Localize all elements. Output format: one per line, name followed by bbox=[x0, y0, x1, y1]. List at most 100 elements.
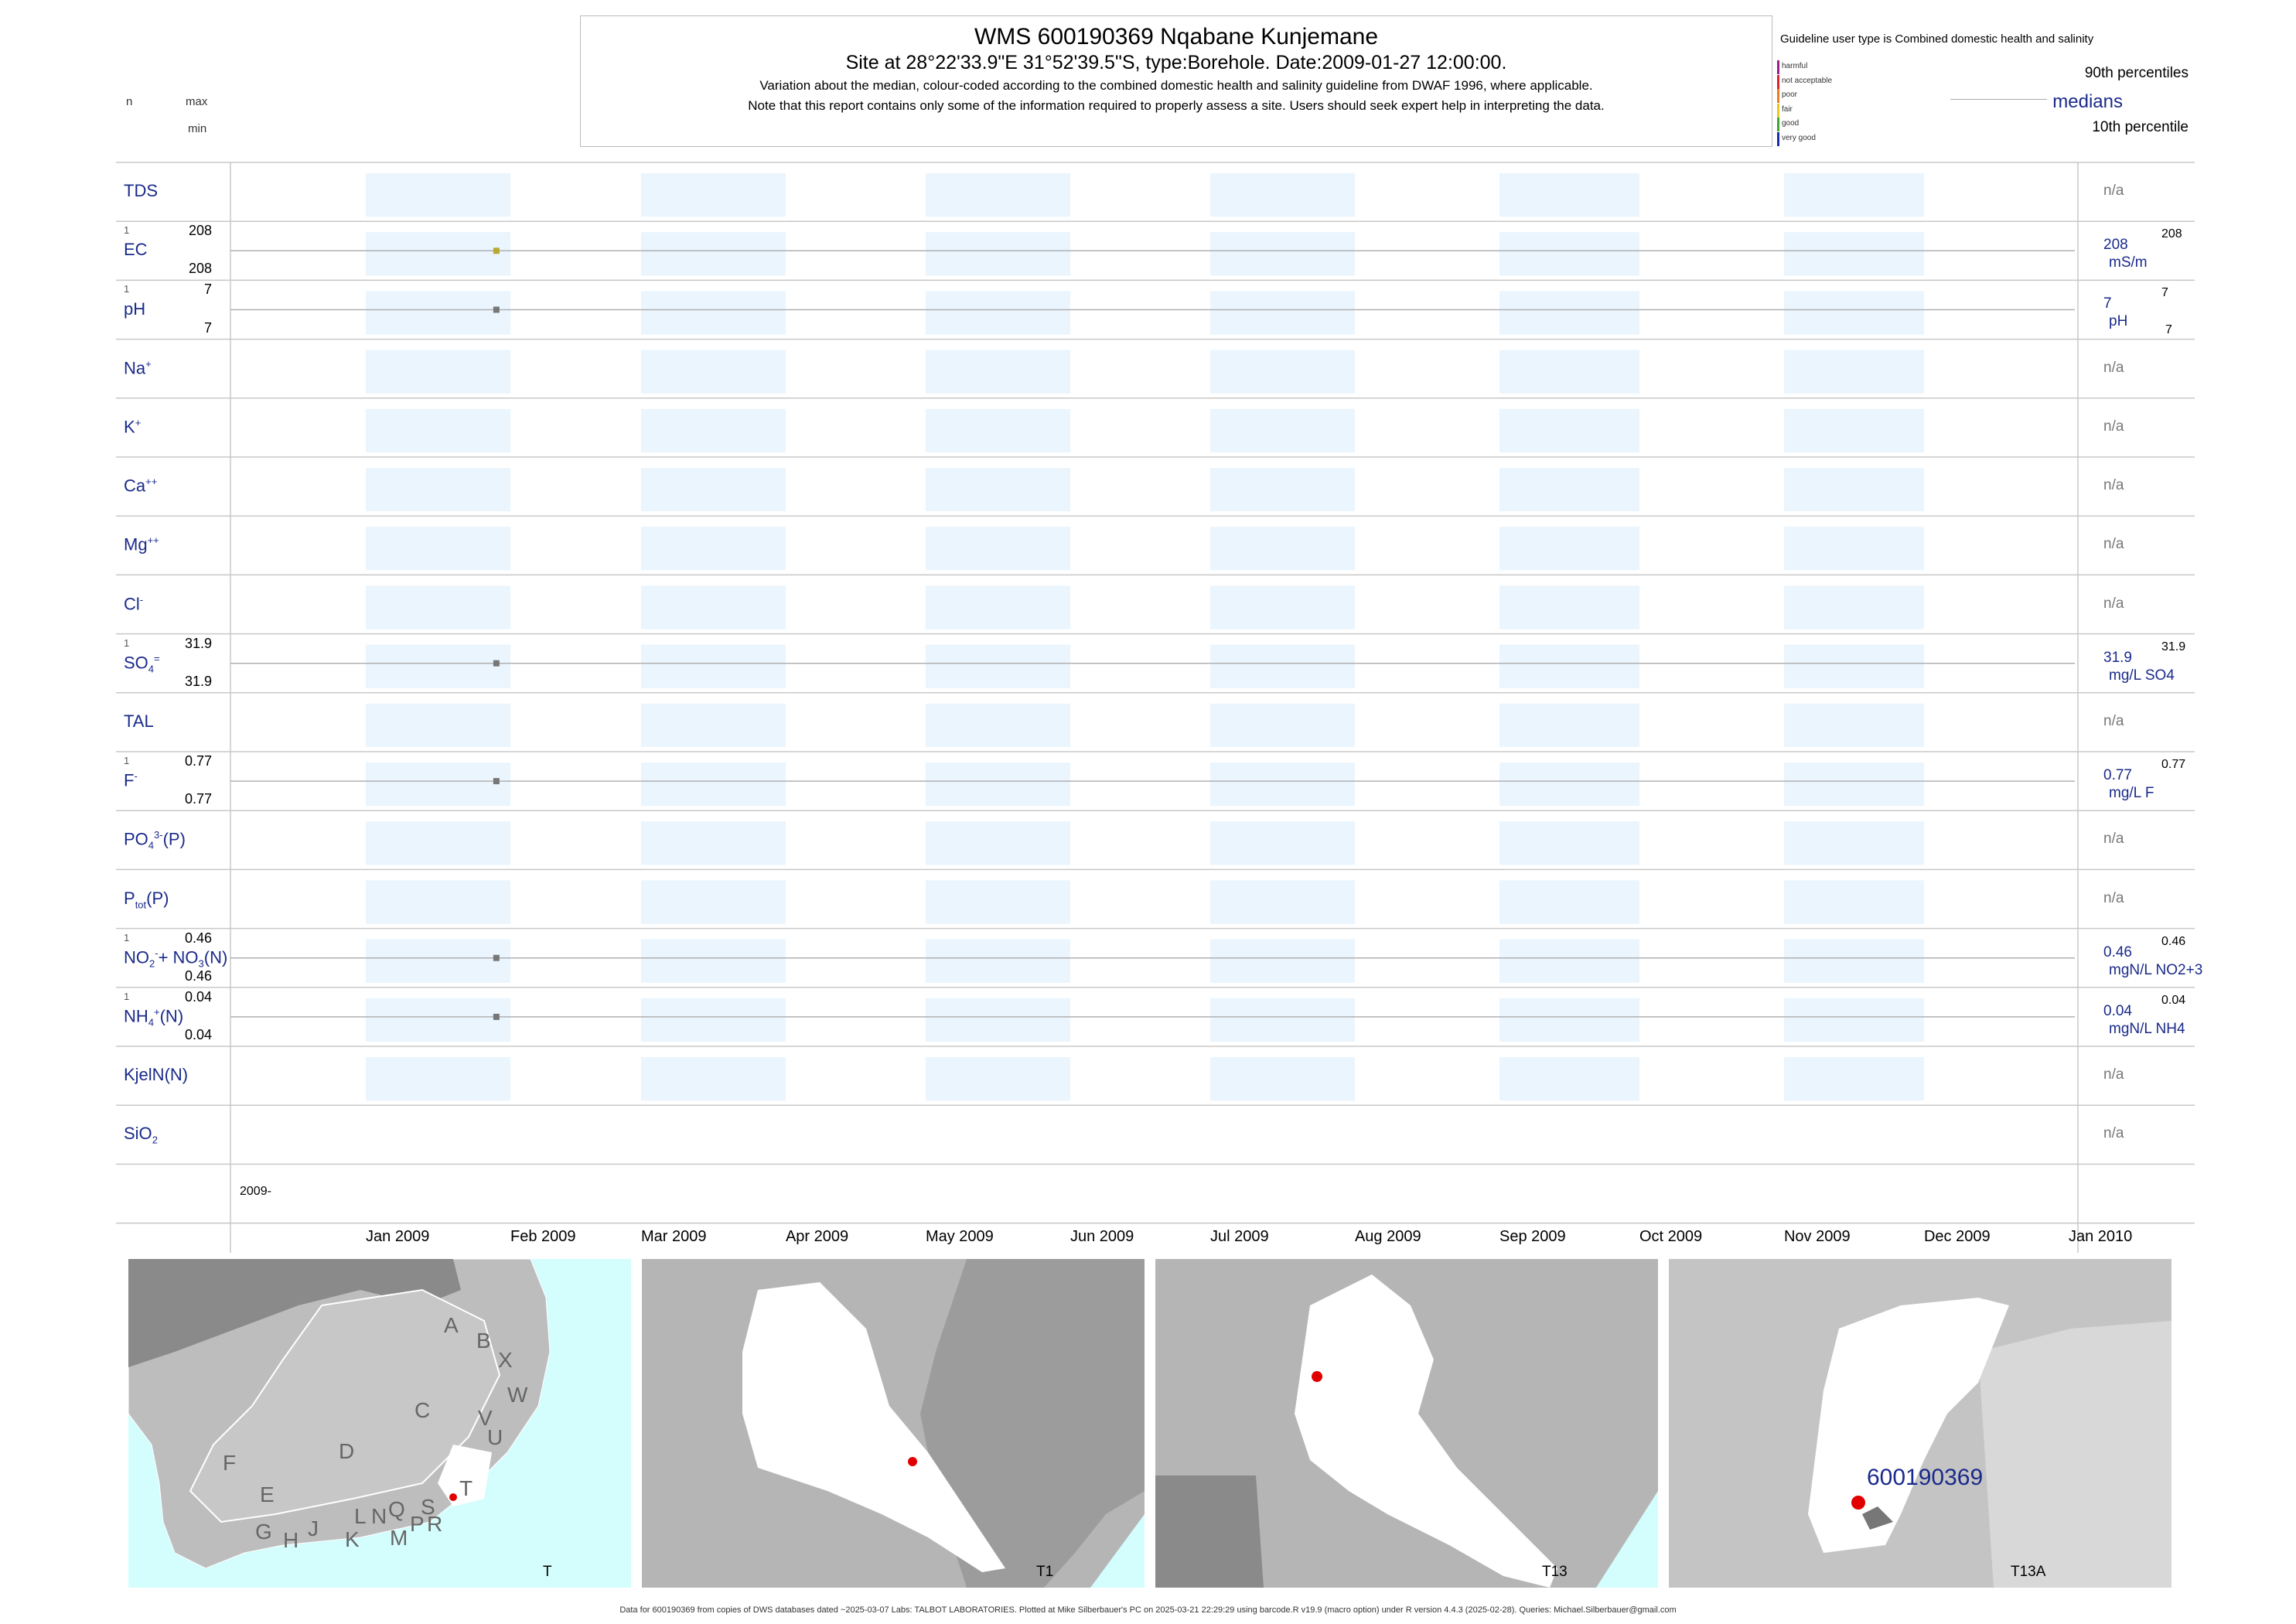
month-band bbox=[1209, 408, 1355, 452]
map-region-label: B bbox=[476, 1329, 491, 1353]
param-label-ph: pH bbox=[124, 299, 146, 319]
month-band bbox=[640, 173, 786, 217]
param-na: n/a bbox=[2103, 889, 2124, 906]
x-tick-label: Jan 2009 bbox=[366, 1228, 430, 1245]
param-p90: 0.46 bbox=[2161, 934, 2186, 948]
param-label-cl: Cl- bbox=[124, 593, 144, 613]
param-min: 0.77 bbox=[184, 791, 212, 807]
x-tick-label: Feb 2009 bbox=[510, 1228, 576, 1245]
month-band bbox=[640, 350, 786, 394]
month-band bbox=[1499, 821, 1639, 865]
param-unit: mS/m bbox=[2109, 254, 2148, 271]
map-region-label: T bbox=[459, 1476, 473, 1500]
param-na: n/a bbox=[2103, 712, 2124, 729]
month-band bbox=[640, 763, 786, 807]
month-band bbox=[1783, 468, 1924, 512]
map-t13: T13 bbox=[1155, 1259, 1658, 1588]
month-band bbox=[1783, 350, 1924, 394]
param-min: 0.04 bbox=[184, 1027, 212, 1042]
month-band bbox=[1783, 880, 1924, 924]
x-tick-label: Jun 2009 bbox=[1070, 1228, 1134, 1245]
map-region-label: K bbox=[345, 1527, 360, 1551]
param-na: n/a bbox=[2103, 1125, 2124, 1142]
month-band bbox=[640, 527, 786, 571]
param-median-value: 31.9 bbox=[2103, 649, 2132, 666]
map-region-label: A bbox=[444, 1313, 459, 1337]
month-band bbox=[640, 703, 786, 747]
month-band bbox=[1783, 527, 1924, 571]
sample-point bbox=[493, 778, 500, 785]
site-id-label: 600190369 bbox=[1867, 1465, 1984, 1490]
legend-category-label: good bbox=[1782, 119, 1800, 128]
param-label-ca: Ca++ bbox=[124, 476, 158, 496]
month-band bbox=[366, 173, 511, 217]
param-median-value: 208 bbox=[2103, 237, 2128, 254]
month-band bbox=[640, 939, 786, 983]
param-label-f: F- bbox=[124, 770, 138, 790]
legend-category-label: poor bbox=[1782, 90, 1798, 99]
month-band bbox=[1209, 998, 1355, 1042]
param-n: 1 bbox=[124, 224, 130, 237]
month-band bbox=[1783, 939, 1924, 983]
map-region-label: G bbox=[255, 1520, 272, 1544]
param-unit: mgN/L NH4 bbox=[2109, 1020, 2185, 1037]
month-band bbox=[366, 703, 511, 747]
month-band bbox=[1783, 1057, 1924, 1101]
legend-category-label: not acceptable bbox=[1782, 76, 1833, 85]
x-tick-label: May 2009 bbox=[925, 1228, 994, 1245]
month-band bbox=[1499, 763, 1639, 807]
param-label-ptot: Ptot(P) bbox=[124, 888, 169, 910]
month-band bbox=[1783, 408, 1924, 452]
month-band bbox=[366, 585, 511, 629]
param-median-value: 7 bbox=[2103, 295, 2112, 312]
map-region-label: P bbox=[410, 1512, 425, 1536]
month-band bbox=[1783, 585, 1924, 629]
map-region-label: H bbox=[283, 1528, 299, 1552]
month-band bbox=[640, 291, 786, 335]
month-band bbox=[1209, 763, 1355, 807]
month-band bbox=[925, 939, 1070, 983]
legend-category-label: very good bbox=[1782, 133, 1816, 142]
month-band bbox=[1499, 232, 1639, 276]
param-label-po4: PO43-(P) bbox=[124, 829, 186, 852]
month-band bbox=[925, 350, 1070, 394]
param-p90: 208 bbox=[2161, 227, 2182, 241]
x-tick-label: Mar 2009 bbox=[640, 1228, 707, 1245]
month-band bbox=[1499, 408, 1639, 452]
month-band bbox=[925, 998, 1070, 1042]
param-label-sio2: SiO2 bbox=[124, 1124, 158, 1146]
param-label-na: Na+ bbox=[124, 357, 152, 378]
x-tick-label: Apr 2009 bbox=[785, 1228, 849, 1245]
month-band bbox=[925, 703, 1070, 747]
param-max: 0.77 bbox=[184, 753, 212, 769]
map2-caption: T1 bbox=[1036, 1564, 1054, 1580]
month-band bbox=[1499, 703, 1639, 747]
x-tick-label: Oct 2009 bbox=[1639, 1228, 1703, 1245]
map-region-label: D bbox=[339, 1439, 354, 1463]
param-label-k: K+ bbox=[124, 416, 142, 437]
param-max: 0.46 bbox=[184, 930, 212, 946]
p10-label: 10th percentile bbox=[2092, 119, 2189, 135]
param-label-tal: TAL bbox=[124, 711, 154, 731]
month-band bbox=[640, 408, 786, 452]
barcode-chart bbox=[116, 162, 2195, 1253]
month-band bbox=[925, 468, 1070, 512]
month-band bbox=[1209, 585, 1355, 629]
param-na: n/a bbox=[2103, 477, 2124, 494]
x-tick-label: Dec 2009 bbox=[1923, 1228, 1991, 1245]
month-band bbox=[1499, 998, 1639, 1042]
site-subtitle: Site at 28°22'33.9"E 31°52'39.5"S, type:… bbox=[845, 52, 1507, 73]
map-region-label: X bbox=[498, 1348, 513, 1372]
param-p90: 31.9 bbox=[2161, 640, 2186, 653]
col-max-header: max bbox=[186, 95, 208, 108]
month-band bbox=[1209, 232, 1355, 276]
page-title: WMS 600190369 Nqabane Kunjemane bbox=[974, 24, 1379, 49]
map-t1: T1 bbox=[642, 1259, 1145, 1588]
month-band bbox=[1499, 585, 1639, 629]
month-band bbox=[1499, 173, 1639, 217]
month-band bbox=[925, 1057, 1070, 1101]
param-label-so4: SO4= bbox=[124, 652, 160, 675]
map-region-label: V bbox=[478, 1406, 493, 1430]
map-region-label: J bbox=[308, 1517, 319, 1540]
sample-point bbox=[493, 1013, 500, 1020]
